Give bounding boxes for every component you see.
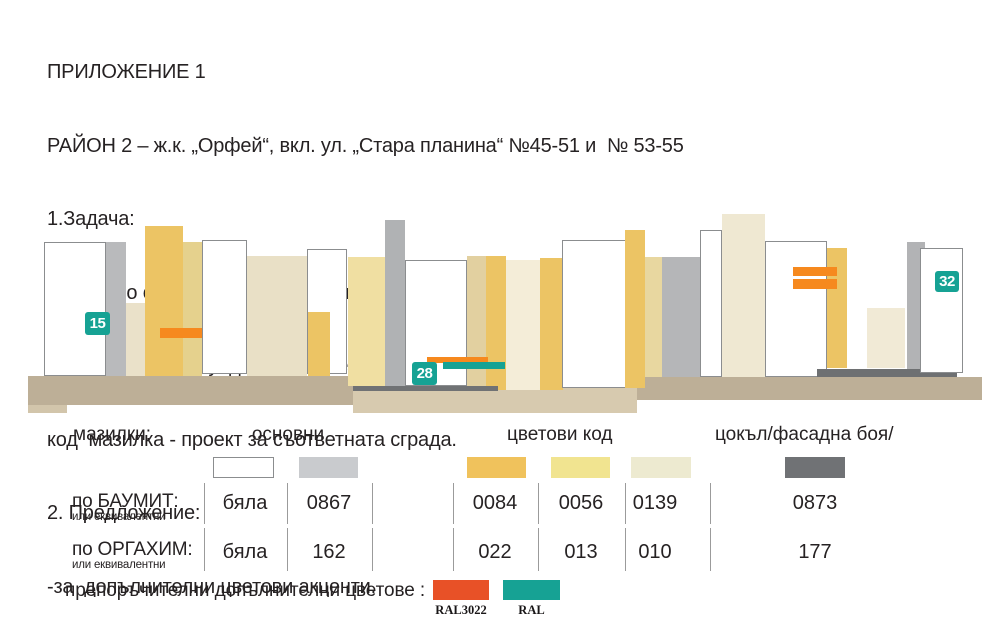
ground-left <box>28 376 353 405</box>
table-column-divider <box>710 483 711 524</box>
ral3022-swatch-label: RAL3022 <box>435 603 487 617</box>
building-number-badge-28: 28 <box>412 362 437 385</box>
building-palegold-1 <box>183 242 202 376</box>
table-header-plinth-facade: цокъл/фасадна боя/ <box>715 424 894 445</box>
table-cell: 162 <box>312 541 346 563</box>
accent-bar-orange-3 <box>793 267 837 276</box>
building-cream-tall <box>722 214 765 377</box>
ral-teal-swatch-label: RAL <box>518 603 545 617</box>
building-white-6 <box>700 230 722 377</box>
building-gold-1 <box>145 226 183 376</box>
swatch-light-gray <box>299 457 358 478</box>
table-column-divider <box>372 528 373 571</box>
stripe-gold-3 <box>625 230 645 388</box>
ral3022-swatch <box>433 580 489 600</box>
proposal-heading: 2. Предложение: <box>47 502 201 524</box>
proposal-line: -за допълнителни цветови акценти. <box>47 575 377 598</box>
stripe-tan <box>467 256 486 390</box>
building-white-5 <box>562 240 627 388</box>
table-column-divider <box>625 528 626 571</box>
building-white-7 <box>765 241 827 377</box>
table-cell: 022 <box>478 541 512 563</box>
plinth-right-dark <box>817 369 957 377</box>
table-column-divider <box>453 528 454 571</box>
table-cell: бяла <box>222 492 268 514</box>
recommended-colors-label: препоръчителни допълнителни цветове : <box>65 580 426 601</box>
building-white-8 <box>920 248 963 373</box>
table-cell: 0139 <box>632 492 678 514</box>
accent-bar-orange-4 <box>793 279 837 289</box>
building-beige-1 <box>126 303 145 376</box>
ground-right <box>620 377 982 400</box>
row-sublabel-orgachim: или еквивалентни <box>72 559 166 571</box>
table-header-plasters: мазилки: <box>73 424 152 445</box>
table-cell: 010 <box>638 541 672 563</box>
ground-middle-light <box>353 388 637 413</box>
table-column-divider <box>204 528 205 571</box>
district-title: РАЙОН 2 – ж.к. „Орфей“, вкл. ул. „Стара … <box>47 134 684 157</box>
swatch-yellow <box>551 457 610 478</box>
building-white-2 <box>202 240 247 374</box>
table-cell: 0084 <box>472 492 518 514</box>
building-white-1 <box>44 242 106 376</box>
table-column-divider <box>372 483 373 524</box>
table-column-divider <box>625 483 626 524</box>
table-cell: 0056 <box>558 492 604 514</box>
building-gray-1 <box>106 242 126 376</box>
building-gray-tall <box>385 220 405 386</box>
building-number-badge-15: 15 <box>85 312 110 335</box>
table-column-divider <box>453 483 454 524</box>
table-column-divider <box>538 483 539 524</box>
building-gold-2 <box>308 312 330 376</box>
accent-bar-orange-1 <box>160 328 202 338</box>
stripe-palegold-2 <box>645 257 662 377</box>
stripe-gold-4 <box>827 248 847 368</box>
swatch-gold <box>467 457 526 478</box>
swatch-dark-gray <box>785 457 845 478</box>
task-heading: 1.Задача: <box>47 208 135 230</box>
stripe-gold-2 <box>540 258 563 390</box>
table-cell: бяла <box>222 541 268 563</box>
accent-bar-teal-1 <box>443 362 505 369</box>
table-header-basic: основни <box>251 424 325 445</box>
plinth-middle-dark <box>353 386 498 391</box>
accent-bar-orange-2 <box>427 357 488 363</box>
table-header-color-code: цветови код <box>507 424 613 445</box>
building-gray-2 <box>662 257 700 377</box>
building-paleyellow-1 <box>348 257 385 386</box>
building-beige-2 <box>247 256 307 376</box>
table-column-divider <box>287 528 288 571</box>
building-number-badge-32: 32 <box>935 271 959 292</box>
table-cell: 0867 <box>306 492 352 514</box>
table-cell: 0873 <box>792 492 838 514</box>
table-column-divider <box>287 483 288 524</box>
table-cell: 177 <box>798 541 832 563</box>
table-column-divider <box>538 528 539 571</box>
swatch-pale-yellow <box>631 457 691 478</box>
stripe-cream <box>506 260 540 390</box>
table-column-divider <box>710 528 711 571</box>
table-cell: 013 <box>564 541 598 563</box>
table-column-divider <box>204 483 205 524</box>
swatch-white <box>213 457 274 478</box>
task-line-3: код мазилка - проект за съответната сгра… <box>47 428 457 451</box>
appendix-title: ПРИЛОЖЕНИЕ 1 <box>47 61 206 83</box>
row-sublabel-baumit: или еквивалентни <box>72 511 166 523</box>
building-cream-low <box>867 308 905 368</box>
row-label-orgachim: по ОРГАХИМ: <box>72 539 193 560</box>
row-label-baumit: по БАУМИТ: <box>72 491 179 512</box>
stripe-gold-1 <box>486 256 506 390</box>
ral-teal-swatch <box>503 580 560 600</box>
